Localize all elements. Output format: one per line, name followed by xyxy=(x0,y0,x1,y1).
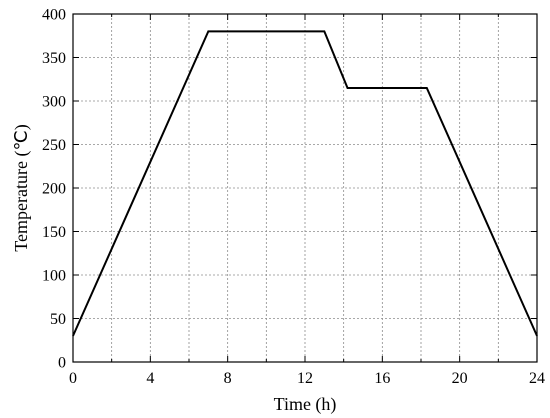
grid-lines xyxy=(73,14,537,362)
y-tick-label: 100 xyxy=(42,268,66,285)
x-tick-label: 12 xyxy=(297,370,313,387)
x-tick-label: 16 xyxy=(374,370,390,387)
y-axis-title: Temperature (℃) xyxy=(11,124,32,251)
x-tick-label: 4 xyxy=(146,370,154,387)
series-line-0 xyxy=(72,30,538,337)
y-tick-label: 150 xyxy=(42,224,66,241)
x-tick-label: 24 xyxy=(529,370,545,387)
x-tick-label: 0 xyxy=(69,370,77,387)
y-tick-label: 300 xyxy=(42,94,66,111)
x-tick-label: 8 xyxy=(224,370,232,387)
y-tick-label: 250 xyxy=(42,137,66,154)
x-tick-label: 20 xyxy=(452,370,468,387)
y-tick-label: 350 xyxy=(42,50,66,67)
x-tick-labels: 0 4 8 12 16 20 24 xyxy=(69,370,545,387)
tick-marks xyxy=(72,13,538,363)
y-tick-labels: 0 50 100 150 200 250 300 350 400 xyxy=(42,7,66,372)
y-tick-label: 400 xyxy=(42,7,66,24)
y-tick-label: 0 xyxy=(58,355,66,372)
x-axis-title: Time (h) xyxy=(274,394,337,415)
y-tick-label: 50 xyxy=(50,311,66,328)
series-layer xyxy=(72,30,538,337)
y-tick-label: 200 xyxy=(42,181,66,198)
